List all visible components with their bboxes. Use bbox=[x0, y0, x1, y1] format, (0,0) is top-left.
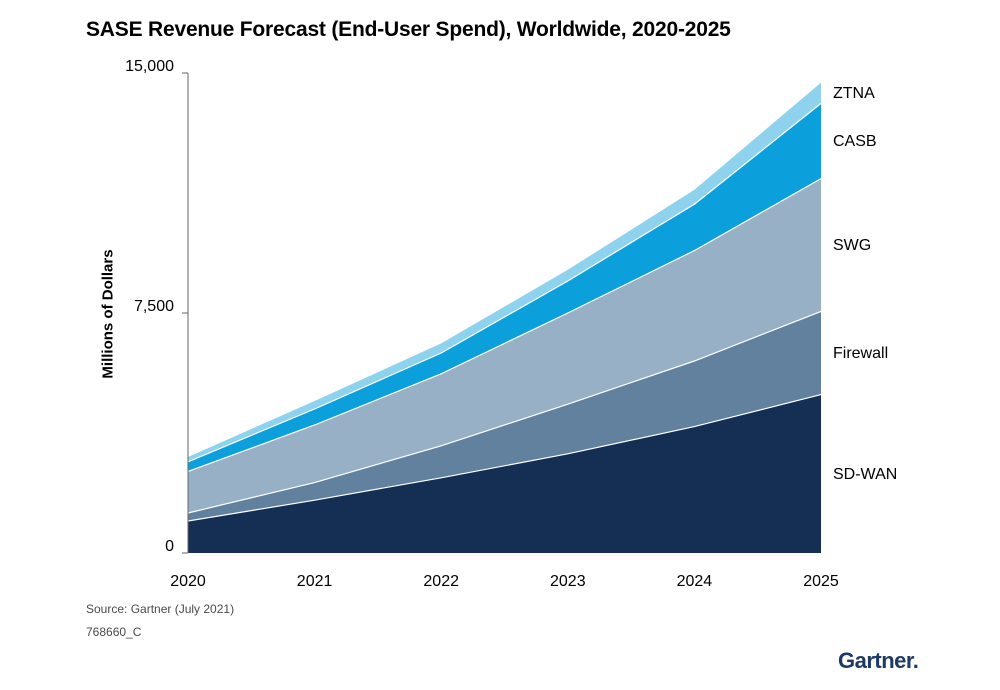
y-tick-label: 7,500 bbox=[134, 298, 174, 315]
y-tick-label: 15,000 bbox=[125, 58, 174, 75]
source-note: Source: Gartner (July 2021) bbox=[86, 602, 235, 616]
boundary-casb bbox=[187, 102, 822, 463]
area-swg bbox=[188, 178, 821, 513]
y-tick-label: 0 bbox=[165, 538, 174, 555]
series-label-swg: SWG bbox=[833, 237, 871, 254]
x-tick-label: 2020 bbox=[170, 573, 206, 590]
logo-text: Gartner bbox=[838, 648, 913, 673]
area-firewall bbox=[188, 311, 821, 521]
x-tick-label: 2021 bbox=[297, 573, 333, 590]
series-label-ztna: ZTNA bbox=[833, 85, 875, 102]
logo-dot: . bbox=[912, 648, 919, 673]
x-tick-label: 2025 bbox=[803, 573, 839, 590]
x-tick-label: 2024 bbox=[677, 573, 713, 590]
boundary-firewall bbox=[187, 310, 822, 514]
boundary-swg bbox=[187, 178, 822, 472]
series-label-casb: CASB bbox=[833, 133, 877, 150]
x-tick-label: 2022 bbox=[423, 573, 459, 590]
x-tick-label: 2023 bbox=[550, 573, 586, 590]
boundary-sd-wan bbox=[187, 394, 822, 522]
series-label-firewall: Firewall bbox=[833, 345, 888, 362]
area-sd-wan bbox=[188, 394, 821, 553]
document-id: 768660_C bbox=[86, 625, 142, 639]
series-label-sd-wan: SD-WAN bbox=[833, 466, 897, 483]
chart-title: SASE Revenue Forecast (End-User Spend), … bbox=[86, 18, 731, 41]
gartner-logo: Gartner. bbox=[838, 648, 919, 674]
